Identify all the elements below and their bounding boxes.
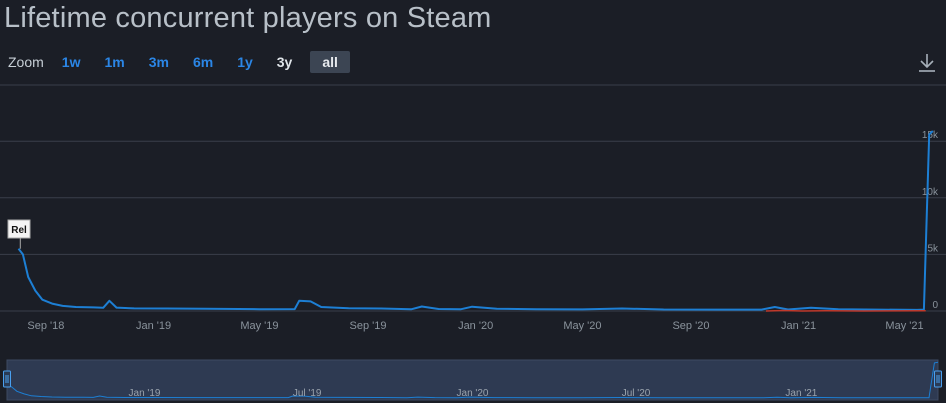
- zoom-label: Zoom: [8, 54, 44, 70]
- chart-title: Lifetime concurrent players on Steam: [4, 2, 492, 34]
- download-icon[interactable]: [916, 52, 938, 74]
- zoom-all-button[interactable]: all: [310, 51, 350, 73]
- x-tick-label: May '20: [563, 320, 601, 332]
- y-tick-label: 10k: [922, 187, 939, 198]
- x-tick-label: Sep '19: [350, 320, 387, 332]
- x-tick-label: Jan '21: [781, 320, 816, 332]
- secondary-series-line: [765, 309, 926, 312]
- navigator-series-line: [6, 361, 939, 399]
- zoom-3m-button[interactable]: 3m: [148, 54, 169, 70]
- event-flag: [7, 219, 31, 239]
- navigator-tick-label: Jan '19: [129, 388, 161, 399]
- zoom-1y-button[interactable]: 1y: [237, 54, 253, 70]
- players-series-line: [17, 130, 934, 311]
- y-tick-label: 5k: [927, 243, 939, 254]
- navigator-right-handle[interactable]: [934, 370, 942, 388]
- navigator-tick-label: Jan '21: [785, 388, 817, 399]
- navigator-tick-label: Jan '20: [457, 388, 489, 399]
- navigator-tick-label: Jul '20: [622, 388, 651, 399]
- event-flag-label: Rel: [11, 225, 27, 236]
- zoom-6m-button[interactable]: 6m: [192, 54, 214, 70]
- navigator-left-handle[interactable]: [3, 370, 11, 388]
- y-tick-label: 15k: [922, 130, 939, 141]
- x-tick-label: Jan '19: [136, 320, 171, 332]
- zoom-1m-button[interactable]: 1m: [104, 54, 125, 70]
- zoom-1w-button[interactable]: 1w: [61, 54, 81, 70]
- zoom-toolbar: Zoom 1w 1m 3m 6m 1y 3y all: [8, 51, 362, 73]
- x-tick-label: May '19: [240, 320, 278, 332]
- zoom-3y-button[interactable]: 3y: [276, 54, 293, 70]
- x-tick-label: Sep '18: [27, 320, 64, 332]
- navigator-tick-label: Jul '19: [293, 388, 322, 399]
- x-tick-label: Jan '20: [458, 320, 493, 332]
- x-tick-label: May '21: [885, 320, 923, 332]
- y-tick-label: 0: [932, 300, 938, 311]
- x-tick-label: Sep '20: [672, 320, 709, 332]
